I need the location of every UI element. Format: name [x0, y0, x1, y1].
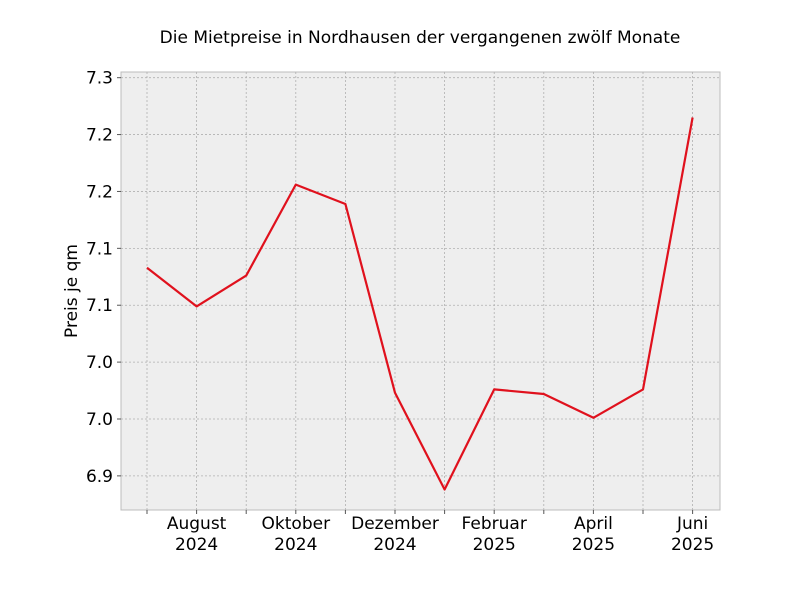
series-layer: [146, 117, 694, 491]
x-tick-label: Oktober 2024: [262, 514, 331, 555]
y-tick-label: 7.0: [86, 410, 113, 430]
y-tick-label: 6.9: [86, 467, 113, 487]
axis-ticks: [117, 77, 694, 514]
y-tick-label: 7.1: [86, 239, 113, 259]
x-tick-label: April 2025: [572, 514, 615, 555]
x-tick-label: August 2024: [167, 514, 227, 555]
x-tick-label: Juni 2025: [671, 514, 714, 555]
y-axis-label: Preis je qm: [62, 244, 82, 338]
y-tick-label: 7.3: [86, 69, 113, 89]
y-tick-label: 7.2: [86, 182, 113, 202]
x-tick-label: Dezember 2024: [351, 514, 439, 555]
tick-labels: 6.9 7.0 7.0 7.1 7.1 7.2 7.2 7.3 August 2024 Oktobe…: [86, 69, 714, 555]
series-line: [146, 117, 694, 491]
chart-title: Die Mietpreise in Nordhausen der vergang…: [160, 28, 681, 48]
grid-lines: [121, 72, 720, 510]
y-tick-label: 7.1: [86, 296, 113, 316]
x-tick-label: Februar 2025: [462, 514, 527, 555]
y-tick-label: 7.2: [86, 126, 113, 146]
y-tick-label: 7.0: [86, 353, 113, 373]
